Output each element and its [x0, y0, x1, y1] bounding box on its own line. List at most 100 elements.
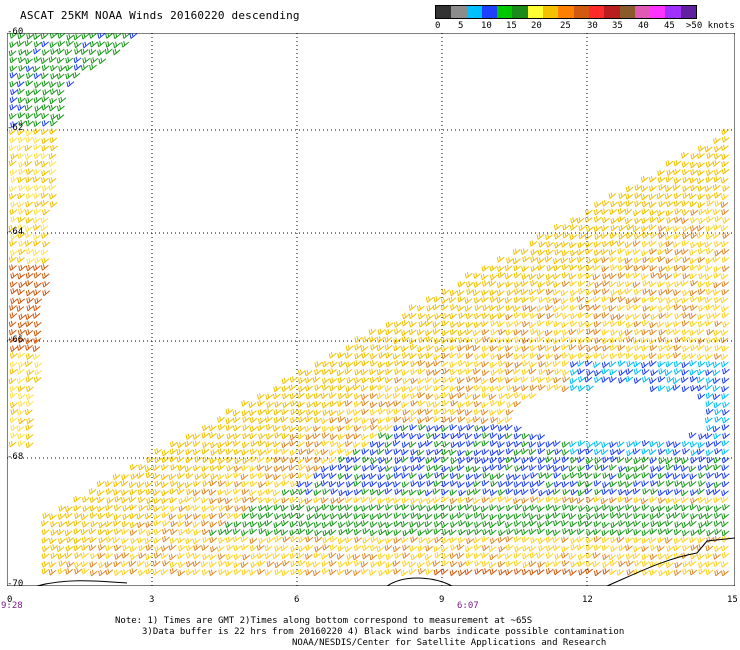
wind-barb — [410, 464, 419, 472]
wind-barb — [176, 456, 185, 463]
wind-barb — [344, 400, 353, 407]
wind-barb — [450, 432, 459, 440]
wind-barb — [226, 544, 235, 551]
wind-barb — [456, 543, 465, 551]
wind-barb — [577, 560, 586, 567]
wind-barb — [712, 208, 721, 216]
wind-barb — [466, 288, 475, 295]
wind-barb — [410, 456, 418, 463]
wind-barb — [522, 512, 530, 519]
wind-barb — [633, 209, 641, 217]
wind-barb — [344, 496, 353, 503]
wind-barb — [696, 232, 705, 239]
wind-barb — [346, 481, 354, 488]
wind-barb — [338, 528, 347, 536]
wind-barb — [25, 89, 34, 97]
wind-barb — [705, 319, 713, 327]
wind-barb — [369, 376, 378, 384]
wind-barb — [649, 513, 658, 520]
wind-barb — [561, 456, 570, 463]
wind-barb — [649, 344, 658, 352]
wind-barb — [545, 456, 553, 463]
wind-barb — [624, 287, 633, 295]
wind-barb — [560, 297, 569, 305]
wind-barb — [505, 535, 514, 543]
wind-barb — [593, 569, 602, 577]
wind-barb — [97, 552, 106, 560]
wind-barb — [416, 329, 425, 336]
wind-barb — [34, 361, 43, 369]
wind-barb — [385, 561, 394, 569]
wind-barb — [514, 392, 522, 399]
wind-barb — [9, 33, 18, 39]
wind-barb — [8, 128, 17, 136]
wind-barb — [448, 416, 457, 423]
wind-barb — [321, 377, 330, 385]
wind-barb — [48, 152, 57, 160]
wind-barb — [64, 48, 73, 56]
wind-barb — [641, 232, 650, 239]
wind-barb — [554, 448, 563, 455]
wind-barb — [594, 464, 603, 471]
wind-barb — [424, 489, 433, 497]
wind-barb — [528, 273, 537, 280]
wind-barb — [473, 272, 481, 279]
wind-barb — [602, 272, 610, 280]
wind-barb — [681, 353, 690, 361]
wind-barb — [257, 496, 266, 504]
wind-barb — [138, 504, 147, 512]
wind-barb — [722, 432, 731, 440]
wind-barb — [305, 416, 313, 423]
wind-barb — [513, 513, 522, 520]
wind-barb — [170, 528, 178, 536]
wind-barb — [18, 208, 26, 215]
wind-barb — [290, 535, 299, 543]
wind-barb — [513, 271, 522, 279]
legend-swatch-12 — [619, 6, 635, 18]
wind-barb — [513, 296, 522, 304]
wind-barb — [298, 377, 306, 385]
wind-barb — [553, 568, 562, 576]
wind-barb — [552, 288, 561, 296]
wind-barb — [416, 521, 425, 528]
wind-barb — [537, 561, 546, 568]
wind-barb — [632, 313, 641, 320]
wind-barb — [489, 440, 498, 447]
wind-barb — [425, 545, 434, 552]
wind-barb — [345, 456, 354, 464]
wind-barb — [144, 465, 153, 473]
wind-barb — [570, 488, 579, 496]
wind-barb — [698, 433, 707, 440]
wind-barb — [584, 487, 593, 495]
wind-barb — [714, 240, 722, 248]
wind-barb — [721, 385, 730, 393]
wind-barb — [17, 288, 25, 296]
wind-barb — [9, 352, 18, 359]
wind-barb — [720, 336, 729, 344]
wind-barb — [706, 193, 714, 200]
wind-barb — [722, 504, 730, 511]
wind-barb — [442, 529, 450, 536]
wind-barb — [617, 247, 626, 255]
wind-barb — [513, 425, 522, 433]
wind-barb — [368, 569, 377, 576]
wind-barb — [641, 297, 650, 304]
wind-barb — [281, 489, 290, 496]
wind-barb — [561, 249, 570, 257]
wind-barb — [530, 537, 538, 544]
wind-barb — [369, 488, 378, 496]
wind-barb — [370, 457, 378, 465]
wind-barb — [569, 296, 578, 303]
wind-barb — [192, 537, 201, 545]
wind-barb — [40, 161, 49, 168]
wind-barb — [193, 544, 202, 551]
wind-barb — [297, 569, 306, 576]
wind-barb — [394, 552, 403, 559]
wind-barb — [233, 568, 242, 576]
wind-barb — [528, 305, 537, 313]
wind-barb — [321, 368, 330, 376]
wind-barb — [177, 537, 185, 544]
wind-barb — [266, 560, 275, 568]
wind-barb — [704, 416, 713, 424]
wind-barb — [577, 465, 586, 472]
